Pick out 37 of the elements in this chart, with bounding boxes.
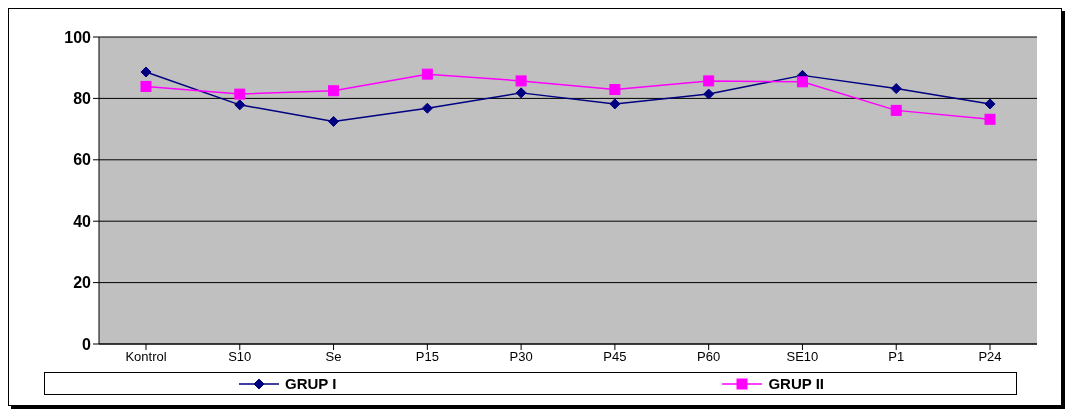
point xyxy=(609,98,621,110)
point xyxy=(140,80,152,92)
x-tick-label: P15 xyxy=(415,349,439,365)
point xyxy=(328,85,340,97)
point xyxy=(796,76,808,88)
point xyxy=(703,75,715,87)
point xyxy=(984,113,996,125)
y-tick-label: 80 xyxy=(73,90,92,108)
x-tick-label: P30 xyxy=(509,349,533,365)
x-tick-label: Se xyxy=(325,349,342,365)
x-tick-label: P60 xyxy=(697,349,721,365)
point xyxy=(609,84,621,95)
y-tick-label: 40 xyxy=(73,212,92,230)
point xyxy=(984,98,996,110)
x-tick-label: S10 xyxy=(228,349,252,365)
y-tick-label: 100 xyxy=(64,28,92,46)
point xyxy=(890,104,902,116)
point xyxy=(421,102,433,114)
point xyxy=(421,68,433,80)
x-tick-label: SE10 xyxy=(786,349,819,365)
y-tick-label: 20 xyxy=(73,274,92,292)
y-tick-label: 60 xyxy=(73,151,92,169)
legend-label: GRUP II xyxy=(768,375,824,392)
x-tick-label: P45 xyxy=(603,349,627,365)
x-tick-label: Kontrol xyxy=(125,349,167,365)
x-tick-label: P24 xyxy=(978,349,1002,365)
y-tick-label: 0 xyxy=(82,335,92,353)
point xyxy=(703,88,715,100)
x-tick-label: P1 xyxy=(888,349,905,365)
point xyxy=(890,83,902,95)
point xyxy=(328,115,340,127)
point xyxy=(140,66,152,78)
point xyxy=(234,99,246,111)
point xyxy=(234,88,246,100)
point xyxy=(515,87,527,99)
point xyxy=(515,75,527,87)
legend-label: GRUP I xyxy=(285,375,337,392)
